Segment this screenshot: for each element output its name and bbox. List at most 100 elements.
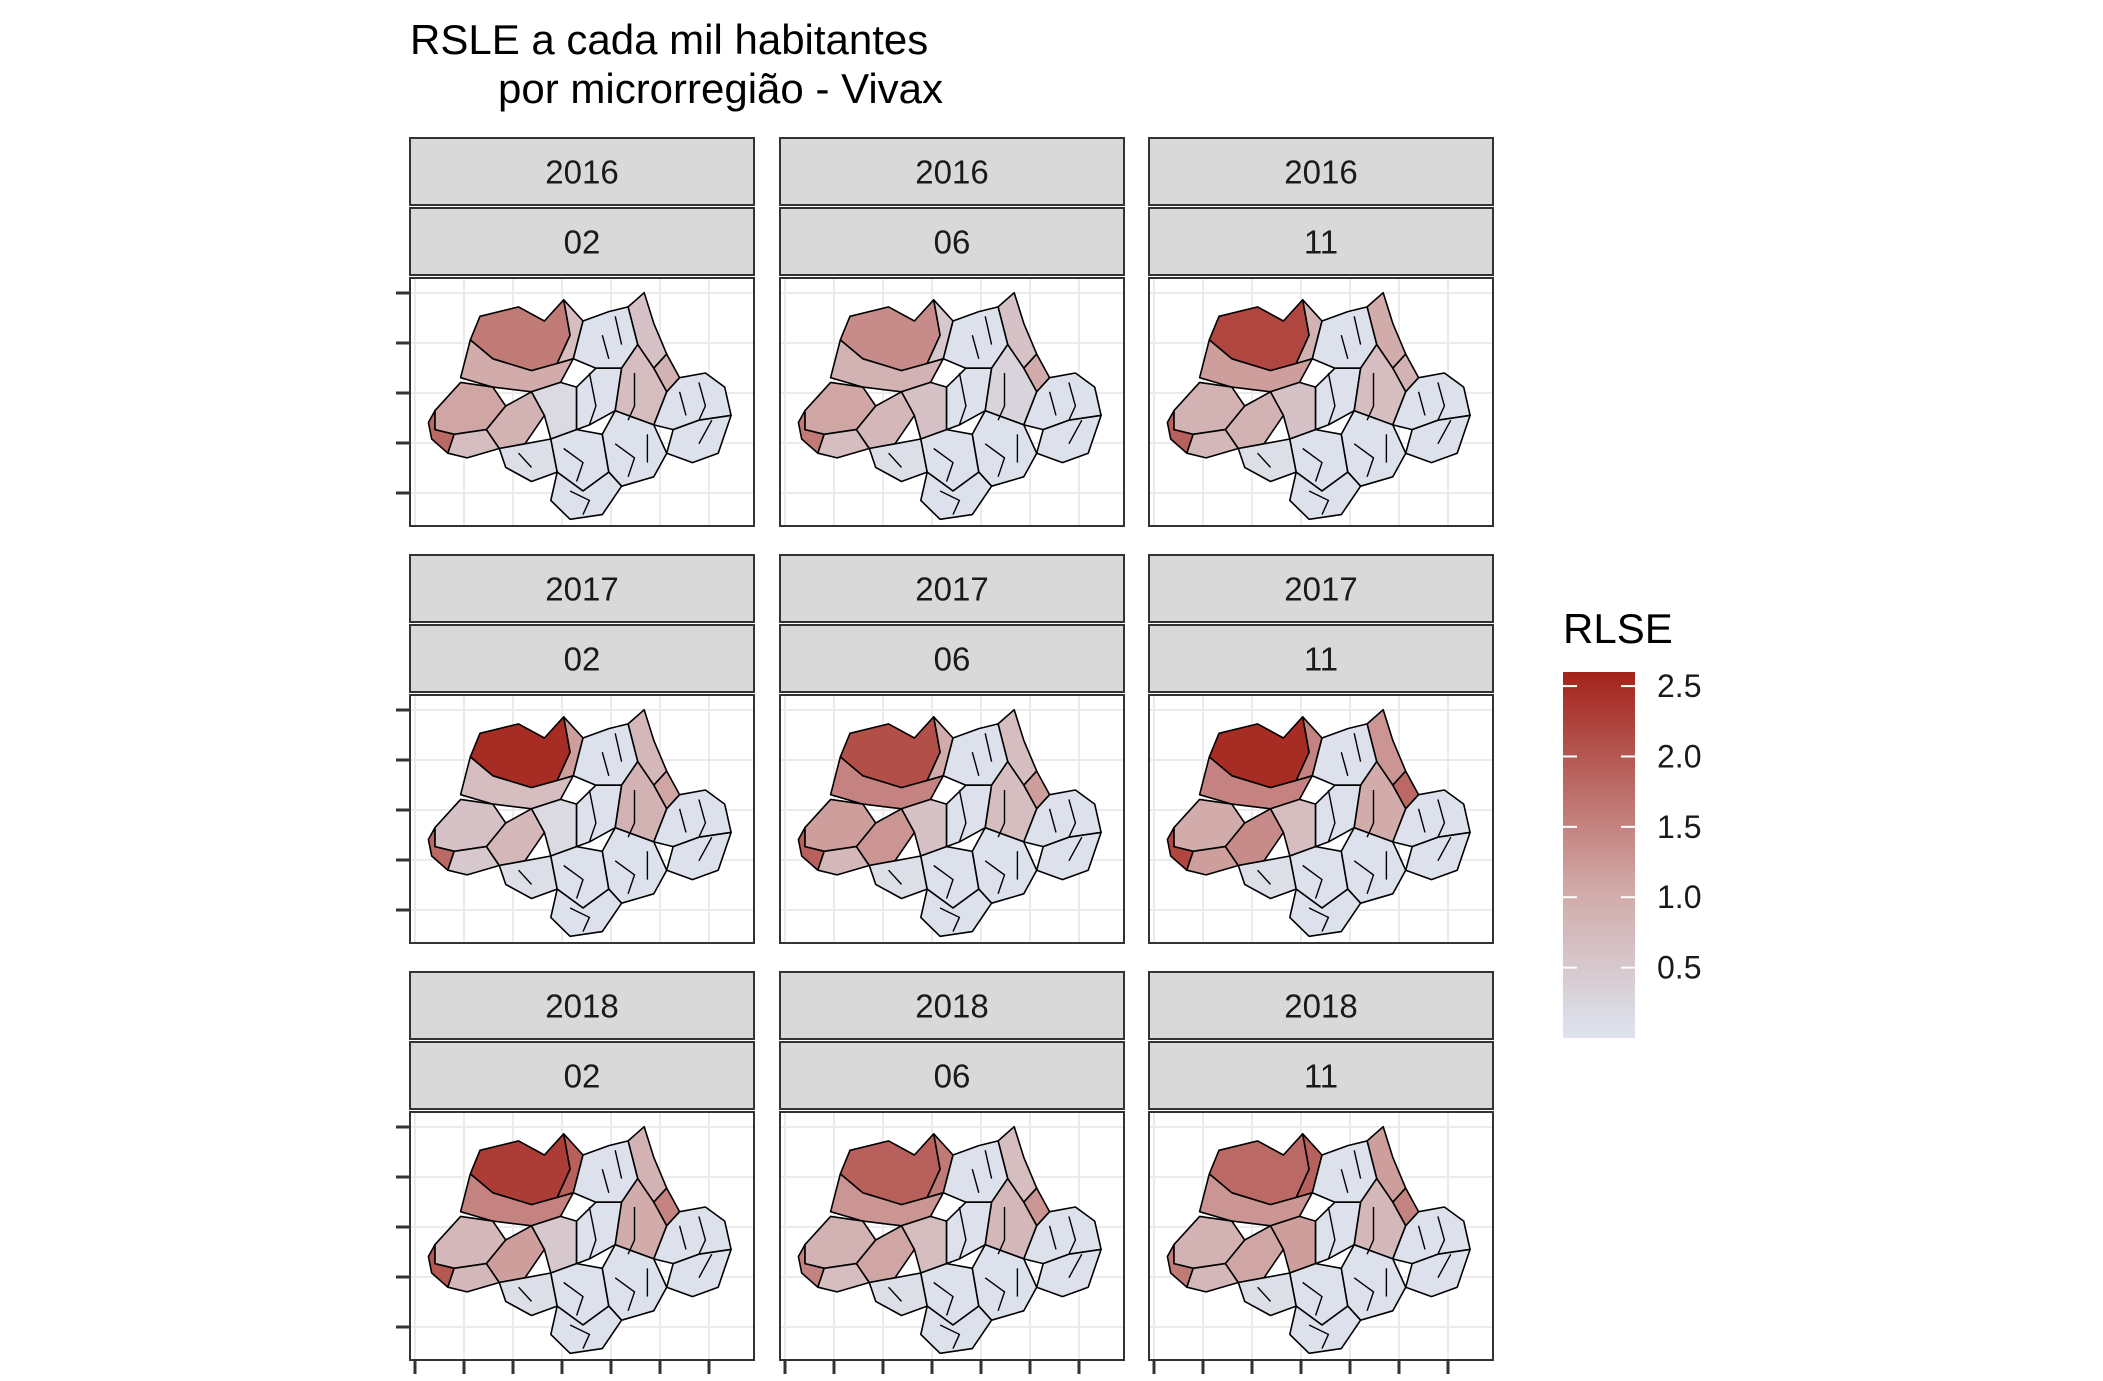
region-boundary	[1353, 733, 1362, 762]
region-acre	[816, 845, 871, 876]
region-mtS	[549, 471, 623, 521]
facet-panel: 2018 02	[409, 971, 755, 1361]
region-boundary	[698, 1216, 707, 1255]
region-boundary	[518, 1286, 533, 1302]
region-boundary	[888, 869, 903, 885]
facet-year-label: 2017	[915, 571, 988, 608]
region-boundary	[939, 490, 961, 515]
legend-label: 1.0	[1657, 879, 1701, 915]
region-mtS	[1289, 471, 1362, 521]
region-boundary	[627, 1207, 636, 1255]
facet-panel: 2016 11	[1148, 137, 1494, 527]
region-boundary	[939, 1324, 961, 1349]
region-boundary	[698, 799, 707, 838]
region-boundary	[614, 860, 636, 895]
region-boundary	[627, 790, 636, 838]
region-boundary	[1340, 1169, 1349, 1193]
facet-panels: 2016022016062016112017022017062017112018…	[409, 137, 1494, 1361]
facet-strip-month	[1148, 624, 1494, 693]
region-boundary	[698, 419, 713, 445]
facet-year-label: 2018	[545, 988, 618, 1025]
region-boundary	[588, 1206, 597, 1260]
facet-strip-year	[1148, 137, 1494, 206]
region-boundary	[933, 864, 954, 899]
region-boundary	[601, 752, 610, 776]
region-boundary	[1302, 864, 1323, 899]
region-boundary	[1340, 335, 1349, 359]
legend-ticks: 2.5 2.0 1.5 1.0 0.5	[1563, 668, 1701, 986]
region-boundary	[518, 869, 533, 885]
region-boundary	[984, 1277, 1006, 1312]
region-boundary	[698, 382, 707, 421]
region-boundary	[933, 447, 954, 482]
region-boundary	[1068, 1253, 1083, 1279]
region-boundary	[1257, 869, 1272, 885]
region-boundary	[888, 452, 903, 468]
region-boundary	[518, 452, 533, 468]
region-boundary	[678, 1225, 687, 1250]
legend-label: 2.0	[1657, 738, 1701, 774]
region-acre	[446, 845, 501, 876]
region-boundary	[1048, 808, 1057, 833]
region-boundary	[1353, 443, 1375, 478]
region-boundary	[588, 789, 597, 843]
region-riverBand	[829, 339, 945, 393]
choropleth-map	[1166, 708, 1471, 938]
region-boundary	[1308, 907, 1330, 932]
region-boundary	[1257, 452, 1272, 468]
facet-strip-month	[779, 624, 1125, 693]
facet-month-label: 06	[934, 1058, 971, 1095]
region-boundary	[698, 1253, 713, 1279]
region-boundary	[614, 316, 623, 345]
facet-year-label: 2016	[545, 154, 618, 191]
region-boundary	[939, 907, 961, 932]
choropleth-map	[797, 708, 1102, 938]
region-boundary	[698, 836, 713, 862]
region-boundary	[1327, 1206, 1336, 1260]
map-panel-border	[409, 1111, 755, 1361]
region-riverBand	[1198, 339, 1314, 393]
region-boundary	[563, 447, 584, 482]
facet-panel: 2017 06	[779, 554, 1125, 944]
choropleth-map	[797, 291, 1102, 521]
facet-strip-year	[779, 554, 1125, 623]
region-boundary	[997, 373, 1006, 421]
region-riverBand	[1198, 756, 1314, 810]
region-boundary	[601, 1169, 610, 1193]
region-boundary	[563, 1281, 584, 1316]
map-panel-border	[409, 277, 755, 527]
facet-panel: 2017 11	[1148, 554, 1494, 944]
region-boundary	[588, 372, 597, 426]
region-boundary	[1302, 1281, 1323, 1316]
region-boundary	[614, 733, 623, 762]
region-boundary	[933, 1281, 954, 1316]
region-boundary	[569, 490, 591, 515]
region-boundary	[569, 907, 591, 932]
region-riverBand	[829, 756, 945, 810]
chart-title-line-1: RSLE a cada mil habitantes	[410, 16, 928, 63]
region-boundary	[958, 789, 967, 843]
facet-month-label: 11	[1304, 1058, 1338, 1095]
region-boundary	[601, 335, 610, 359]
region-boundary	[1353, 1150, 1362, 1179]
region-boundary	[888, 1286, 903, 1302]
region-acre	[1186, 845, 1240, 876]
facet-strip-year	[779, 137, 1125, 206]
facet-panel: 2018 06	[779, 971, 1125, 1361]
region-boundary	[1353, 860, 1375, 895]
region-boundary	[971, 335, 980, 359]
region-boundary	[984, 443, 1006, 478]
facet-strip-year	[1148, 554, 1494, 623]
region-acre	[1186, 428, 1240, 459]
facet-month-label: 11	[1304, 224, 1338, 261]
facet-panel: 2016 02	[409, 137, 755, 527]
region-riverBand	[459, 339, 575, 393]
map-panel-border	[779, 277, 1125, 527]
region-boundary	[1068, 419, 1083, 445]
axis-ticks	[396, 291, 1450, 1374]
region-boundary	[1068, 836, 1083, 862]
legend-title: RLSE	[1563, 605, 1673, 652]
facet-month-label: 02	[564, 1058, 601, 1095]
region-boundary	[1048, 391, 1057, 416]
region-boundary	[958, 1206, 967, 1260]
